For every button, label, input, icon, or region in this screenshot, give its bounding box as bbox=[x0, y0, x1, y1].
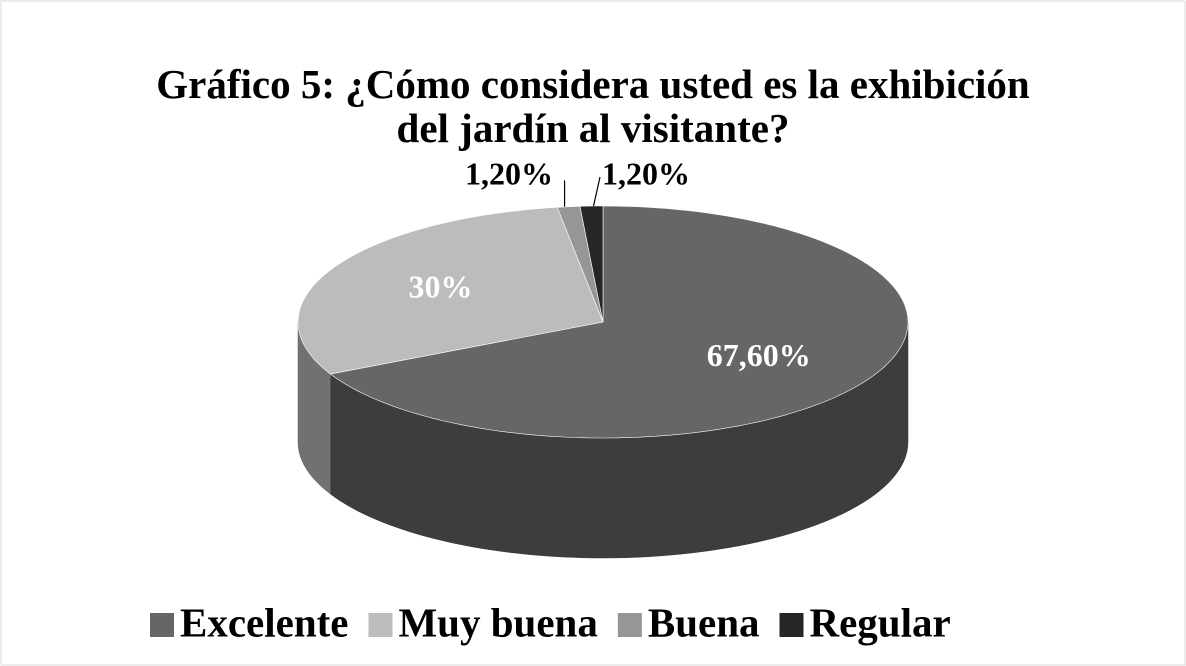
data-label: 1,20% bbox=[465, 155, 553, 191]
pie-slice bbox=[297, 206, 604, 375]
leader-line bbox=[592, 176, 601, 207]
data-label: 1,20% bbox=[602, 155, 690, 191]
chart-title: Gráfico 5: ¿Cómo considera usted es la e… bbox=[156, 61, 1030, 151]
legend-swatch bbox=[779, 613, 804, 637]
legend-label: Excelente bbox=[180, 599, 348, 645]
legend-swatch bbox=[368, 613, 393, 637]
legend-label: Buena bbox=[648, 599, 760, 645]
data-label: 30% bbox=[408, 268, 472, 304]
legend-label: Muy buena bbox=[398, 599, 597, 645]
pie-slice bbox=[329, 205, 909, 439]
pie-slice bbox=[579, 205, 604, 323]
legend-swatch bbox=[617, 613, 642, 637]
data-label: 67,60% bbox=[707, 337, 811, 373]
legend-swatch bbox=[150, 613, 174, 637]
legend-label: Regular bbox=[810, 599, 951, 645]
